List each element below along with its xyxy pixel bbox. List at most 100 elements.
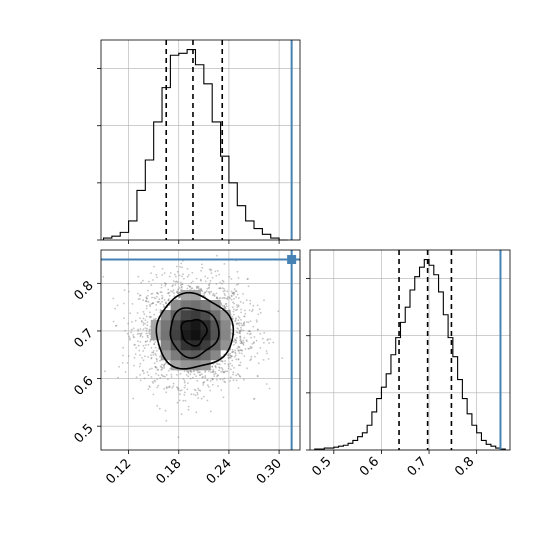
scatter-point bbox=[193, 373, 196, 376]
scatter-point bbox=[232, 371, 235, 374]
scatter-point bbox=[233, 367, 235, 369]
scatter-point bbox=[156, 378, 159, 381]
scatter-point bbox=[212, 368, 215, 371]
scatter-point bbox=[157, 292, 160, 295]
scatter-point bbox=[266, 339, 269, 341]
scatter-point bbox=[172, 289, 175, 292]
density-cell bbox=[160, 340, 171, 351]
scatter-point bbox=[203, 381, 206, 383]
scatter-point bbox=[136, 312, 139, 314]
scatter-point bbox=[147, 356, 150, 358]
scatter-point bbox=[151, 296, 153, 299]
scatter-point bbox=[179, 373, 182, 375]
scatter-point bbox=[149, 316, 152, 319]
scatter-point bbox=[167, 288, 170, 291]
scatter-point bbox=[211, 377, 214, 380]
scatter-point bbox=[249, 330, 252, 333]
scatter-point bbox=[179, 266, 182, 268]
scatter-point bbox=[151, 292, 154, 295]
scatter-point bbox=[163, 282, 166, 284]
scatter-point bbox=[167, 378, 169, 381]
scatter-point bbox=[154, 366, 157, 368]
scatter-point bbox=[227, 367, 230, 370]
scatter-point bbox=[153, 313, 156, 316]
scatter-point bbox=[240, 342, 243, 345]
scatter-point bbox=[194, 394, 197, 397]
density-contour-2 bbox=[155, 291, 235, 370]
scatter-point bbox=[196, 393, 199, 396]
scatter-point bbox=[155, 367, 158, 369]
scatter-point bbox=[155, 304, 158, 306]
scatter-point bbox=[150, 284, 153, 287]
scatter-point bbox=[251, 343, 254, 345]
scatter-point bbox=[226, 370, 229, 373]
scatter-point bbox=[221, 360, 224, 363]
scatter-point bbox=[161, 297, 163, 300]
scatter-point bbox=[161, 294, 164, 297]
scatter-point bbox=[176, 290, 179, 292]
scatter-point bbox=[208, 286, 211, 289]
scatter-point bbox=[238, 364, 240, 367]
scatter-point bbox=[267, 358, 270, 360]
scatter-point bbox=[187, 284, 190, 287]
scatter-point bbox=[183, 394, 186, 396]
scatter-point bbox=[167, 292, 170, 294]
scatter-point bbox=[145, 296, 148, 299]
density-cell bbox=[210, 340, 221, 351]
scatter-point bbox=[246, 278, 249, 281]
scatter-point bbox=[194, 389, 197, 392]
scatter-point bbox=[250, 336, 253, 339]
scatter-point bbox=[153, 343, 156, 345]
scatter-point bbox=[127, 283, 130, 285]
scatter-point bbox=[221, 297, 224, 300]
scatter-point bbox=[213, 294, 216, 296]
scatter-point bbox=[235, 374, 238, 377]
scatter-point bbox=[236, 322, 239, 325]
scatter-point bbox=[255, 319, 258, 321]
scatter-point bbox=[201, 373, 203, 375]
scatter-point bbox=[126, 332, 129, 335]
scatter-point bbox=[156, 292, 159, 295]
scatter-point bbox=[268, 342, 270, 344]
scatter-point bbox=[152, 279, 154, 281]
scatter-point bbox=[130, 328, 133, 331]
scatter-point bbox=[230, 298, 233, 301]
scatter-point bbox=[214, 365, 217, 368]
scatter-point bbox=[187, 382, 189, 384]
scatter-point bbox=[176, 265, 178, 268]
scatter-point bbox=[142, 359, 145, 362]
scatter-point bbox=[152, 393, 155, 396]
scatter-point bbox=[255, 339, 258, 342]
scatter-point bbox=[242, 322, 245, 325]
scatter-point bbox=[132, 397, 135, 400]
density-cell bbox=[180, 360, 191, 371]
scatter-point bbox=[199, 389, 202, 392]
density-cell bbox=[170, 310, 181, 321]
scatter-point bbox=[139, 354, 142, 356]
density-cell bbox=[190, 360, 201, 371]
scatter-point bbox=[118, 365, 120, 368]
scatter-point bbox=[263, 299, 265, 302]
scatter-point bbox=[139, 362, 142, 365]
scatter-point bbox=[277, 310, 280, 312]
scatter-point bbox=[148, 328, 151, 331]
right-x-tick-label-2: 0.7 bbox=[405, 454, 430, 479]
joint-x-tick-label-3: 0.30 bbox=[254, 456, 285, 487]
density-cell bbox=[190, 320, 201, 331]
joint-panel-frame bbox=[100, 249, 301, 451]
scatter-point bbox=[208, 284, 211, 286]
scatter-point bbox=[223, 296, 225, 299]
density-cell bbox=[170, 360, 181, 371]
scatter-point bbox=[212, 293, 215, 295]
scatter-point bbox=[204, 375, 207, 377]
scatter-point bbox=[232, 310, 235, 313]
scatter-point bbox=[228, 296, 231, 299]
scatter-point bbox=[137, 298, 140, 300]
scatter-point bbox=[213, 373, 216, 375]
scatter-point bbox=[169, 272, 172, 274]
scatter-point bbox=[156, 276, 158, 279]
scatter-point bbox=[155, 357, 158, 360]
scatter-point bbox=[235, 284, 238, 286]
scatter-point bbox=[249, 359, 252, 362]
scatter-point bbox=[223, 289, 226, 292]
